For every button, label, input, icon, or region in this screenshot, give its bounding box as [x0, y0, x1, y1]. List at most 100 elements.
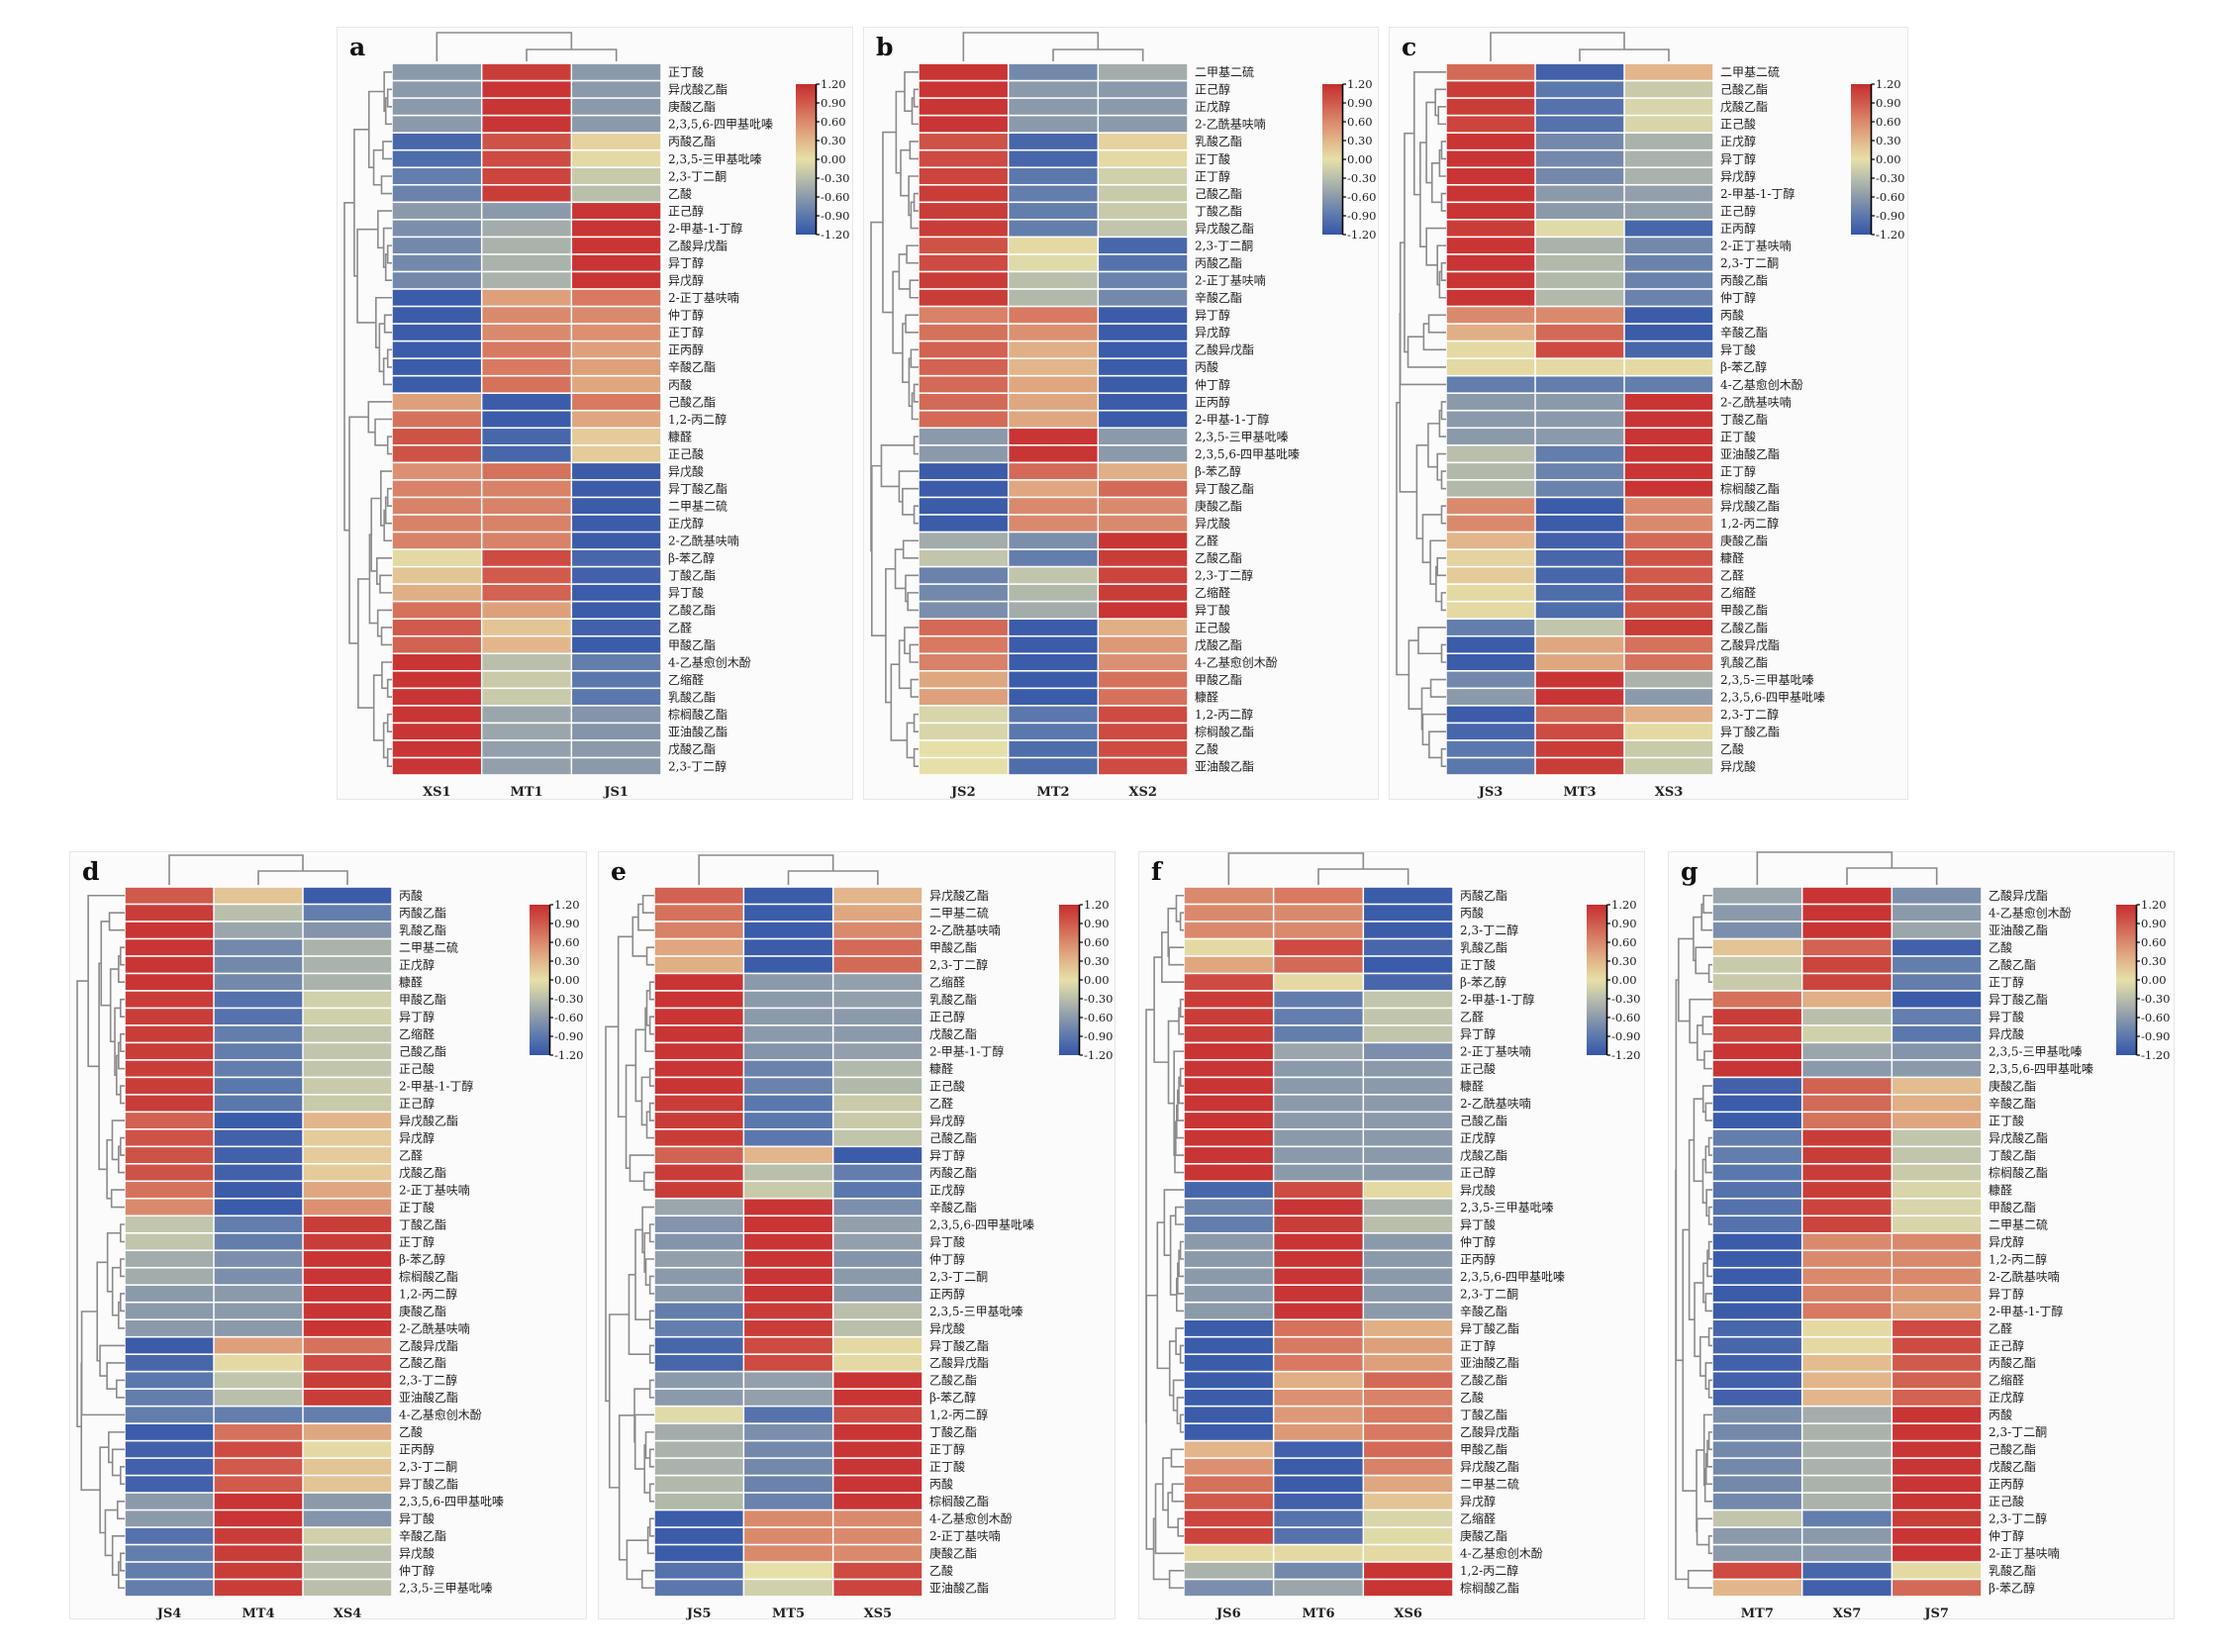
- row-dendrogram-branch: [118, 1561, 125, 1590]
- row-dendrogram-branch: [1706, 1249, 1712, 1278]
- row-label: 2,3,5-三甲基吡嗪: [399, 1582, 493, 1596]
- panel-label: e: [611, 857, 627, 886]
- heatmap-cell: [744, 1129, 832, 1146]
- heatmap-cell: [1802, 1441, 1892, 1458]
- heatmap-cell: [1274, 1337, 1363, 1354]
- column-label: XS4: [334, 1606, 362, 1621]
- heatmap-cell: [392, 463, 481, 480]
- heatmap-cell: [1009, 203, 1098, 220]
- colorbar-tick-label: -1.20: [2141, 1048, 2171, 1062]
- heatmap-cell: [572, 533, 661, 549]
- row-dendrogram-branch: [1179, 912, 1184, 931]
- column-label: JS1: [603, 785, 629, 800]
- row-label: 异戊酸: [929, 1320, 965, 1335]
- heatmap-cell: [125, 1009, 214, 1025]
- row-dendrogram-branch: [910, 201, 919, 230]
- heatmap-cell: [1893, 1251, 1982, 1267]
- row-dendrogram-branch: [1678, 937, 1694, 1022]
- colorbar-gradient: [1851, 84, 1871, 235]
- row-label: 正戊醇: [1195, 99, 1230, 114]
- row-label: 丁酸乙酯: [399, 1216, 446, 1231]
- row-dendrogram-branch: [1440, 505, 1446, 525]
- heatmap-cell: [214, 1233, 303, 1250]
- heatmap-cell: [654, 1389, 743, 1406]
- row-label: 仲丁醇: [668, 308, 704, 323]
- heatmap-cell: [1009, 220, 1098, 237]
- row-label: 2-乙酰基呋喃: [1460, 1096, 1531, 1111]
- heatmap-cell: [1712, 1320, 1801, 1336]
- heatmap-cell: [1535, 133, 1624, 149]
- row-dendrogram-branch: [386, 348, 392, 368]
- row-label: 乙酸异戊酯: [1460, 1424, 1519, 1439]
- heatmap-cell: [654, 1164, 743, 1181]
- column-label: JS2: [950, 785, 976, 800]
- row-dendrogram-branch: [106, 1231, 121, 1293]
- heatmap-cell: [125, 1060, 214, 1077]
- heatmap-cell: [214, 1407, 303, 1423]
- heatmap-cell: [482, 254, 571, 271]
- row-label: 4-乙基愈创木酚: [929, 1511, 1013, 1526]
- heatmap-cell: [919, 654, 1008, 670]
- heatmap-cell: [1802, 1078, 1892, 1095]
- row-label: 2,3-丁二醇: [1720, 707, 1779, 722]
- heatmap-cell: [303, 1216, 392, 1232]
- row-label: 1,2-丙二醇: [1195, 707, 1253, 722]
- heatmap-cell: [1893, 1510, 1982, 1527]
- heatmap-cell: [125, 1407, 214, 1423]
- row-label: 正戊醇: [929, 1182, 965, 1197]
- heatmap-cell: [125, 922, 214, 938]
- heatmap-cell: [744, 1458, 832, 1475]
- heatmap-cell: [654, 1337, 743, 1354]
- row-dendrogram-branch: [1687, 1569, 1712, 1590]
- heatmap-cell: [1009, 81, 1098, 98]
- heatmap-cell: [1446, 654, 1535, 670]
- heatmap-cell: [1184, 1389, 1273, 1406]
- heatmap-cell: [1099, 533, 1188, 549]
- heatmap-cell: [572, 498, 661, 515]
- heatmap-cell: [1009, 619, 1098, 635]
- row-label: 甲酸乙酯: [1460, 1442, 1507, 1457]
- heatmap-cell: [125, 1562, 214, 1579]
- heatmap-cell: [214, 1423, 303, 1440]
- heatmap-cell: [1712, 1129, 1801, 1146]
- heatmap-cell: [1009, 689, 1098, 706]
- heatmap-cell: [1009, 584, 1098, 601]
- colorbar-tick-label: 0.30: [554, 954, 580, 968]
- row-label: 乳酸乙酯: [1989, 1563, 2036, 1578]
- heatmap-cell: [1535, 498, 1624, 515]
- row-dendrogram-branch: [1179, 1344, 1184, 1364]
- heatmap-cell: [1712, 905, 1801, 922]
- row-label: 糠醛: [399, 975, 423, 990]
- heatmap-cell: [125, 1580, 214, 1597]
- row-dendrogram-branch: [1179, 998, 1184, 1018]
- row-dendrogram-branch: [386, 487, 392, 507]
- row-label: 4-乙基愈创木酚: [1720, 377, 1803, 392]
- heatmap-cell: [572, 238, 661, 254]
- heatmap-cell: [303, 922, 392, 938]
- heatmap-cell: [392, 272, 481, 289]
- heatmap-cell: [1274, 905, 1363, 922]
- heatmap-cell: [1099, 289, 1188, 306]
- heatmap-cell: [572, 185, 661, 202]
- heatmap-cell: [1274, 939, 1363, 956]
- heatmap-cell: [1274, 1527, 1363, 1544]
- colorbar-tick-label: 0.00: [1084, 973, 1110, 987]
- column-dendrogram-branch: [1846, 867, 1938, 885]
- heatmap-cell: [1009, 480, 1098, 497]
- heatmap-cell: [744, 939, 832, 956]
- heatmap-cell: [1009, 671, 1098, 688]
- column-label: MT1: [510, 785, 542, 800]
- colorbar-tick-label: 0.30: [1611, 954, 1637, 968]
- heatmap-cell: [1184, 1251, 1273, 1267]
- heatmap-cell: [654, 1095, 743, 1112]
- row-label: 己酸乙酯: [1989, 1442, 2036, 1457]
- heatmap-cell: [1099, 602, 1188, 619]
- heatmap-cell: [1009, 254, 1098, 271]
- heatmap-cell: [744, 991, 832, 1008]
- heatmap-cell: [744, 1493, 832, 1509]
- heatmap-cell: [654, 1233, 743, 1250]
- heatmap-cell: [1184, 1078, 1273, 1095]
- row-label: 异戊酸: [1720, 759, 1756, 774]
- heatmap-cell: [125, 1545, 214, 1562]
- heatmap-cell: [1274, 1147, 1363, 1164]
